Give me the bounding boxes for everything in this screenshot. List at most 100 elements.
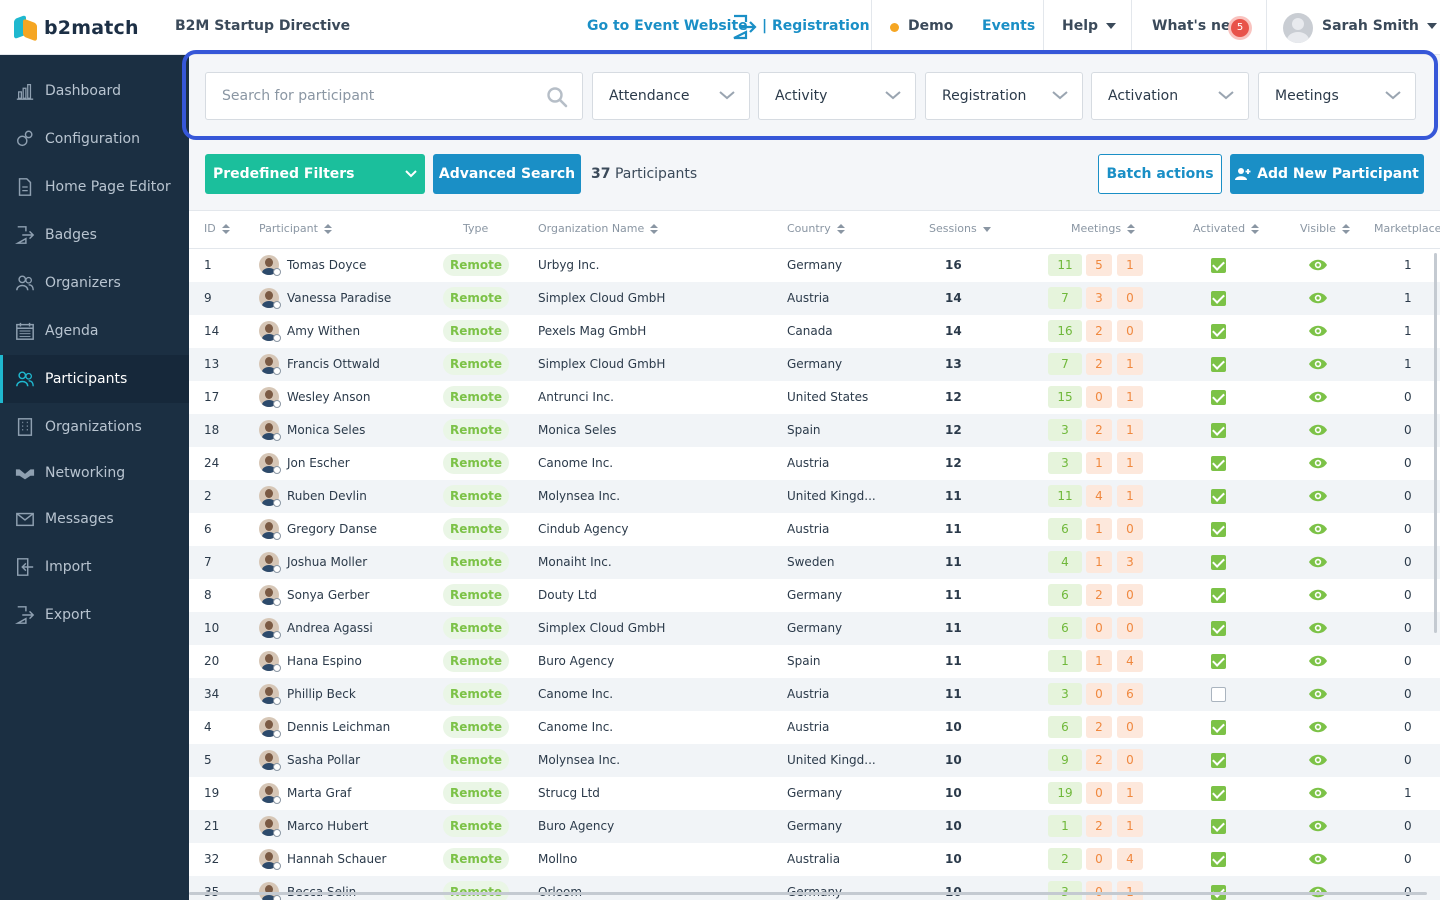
table-row[interactable]: 21 Marco Hubert Remote Buro Agency Germany 10… [189, 810, 1440, 843]
visible-eye-icon[interactable] [1308, 522, 1328, 536]
table-row[interactable]: 6 Gregory Danse Remote Cindub Agency Austria… [189, 513, 1440, 546]
activated-checkbox[interactable] [1211, 522, 1226, 537]
cell-organization[interactable]: Canome Inc. [538, 687, 614, 701]
activated-checkbox[interactable] [1211, 852, 1226, 867]
visible-eye-icon[interactable] [1308, 588, 1328, 602]
column-header-marketplace[interactable]: Marketplace [1374, 222, 1440, 235]
cell-participant-name[interactable]: Hana Espino [287, 654, 362, 668]
meetings-pending-badge[interactable]: 2 [1086, 716, 1112, 738]
meetings-declined-badge[interactable]: 0 [1117, 287, 1143, 309]
predefined-filters-select[interactable]: Predefined Filters [205, 154, 425, 194]
table-row[interactable]: 32 Hannah Schauer Remote Mollno Australia 10 2… [189, 843, 1440, 876]
user-avatar[interactable] [1283, 13, 1313, 43]
activated-checkbox[interactable] [1211, 621, 1226, 636]
visible-eye-icon[interactable] [1308, 555, 1328, 569]
meetings-pending-badge[interactable]: 3 [1086, 287, 1112, 309]
meetings-pending-badge[interactable]: 1 [1086, 518, 1112, 540]
cell-participant-name[interactable]: Amy Withen [287, 324, 361, 338]
events-link[interactable]: Events [982, 18, 1036, 34]
meetings-accepted-badge[interactable]: 3 [1048, 881, 1082, 900]
meetings-pending-badge[interactable]: 2 [1086, 353, 1112, 375]
cell-participant-name[interactable]: Gregory Danse [287, 522, 377, 536]
table-row[interactable]: 8 Sonya Gerber Remote Douty Ltd Germany 11 6 2 0… [189, 579, 1440, 612]
meetings-declined-badge[interactable]: 1 [1117, 353, 1143, 375]
cell-organization[interactable]: Douty Ltd [538, 588, 597, 602]
cell-participant-name[interactable]: Andrea Agassi [287, 621, 373, 635]
activated-checkbox[interactable] [1211, 489, 1226, 504]
demo-label[interactable]: Demo [908, 18, 954, 34]
table-row[interactable]: 14 Amy Withen Remote Pexels Mag GmbH Canada 1… [189, 315, 1440, 348]
help-menu[interactable]: Help [1062, 18, 1117, 34]
sidebar-item-home-page-editor[interactable]: Home Page Editor [0, 163, 189, 211]
cell-organization[interactable]: Buro Agency [538, 819, 615, 833]
meetings-pending-badge[interactable]: 1 [1086, 452, 1112, 474]
activated-checkbox[interactable] [1211, 423, 1226, 438]
cell-organization[interactable]: Strucg Ltd [538, 786, 600, 800]
visible-eye-icon[interactable] [1308, 489, 1328, 503]
table-row[interactable]: 7 Joshua Moller Remote Monaiht Inc. Sweden 11… [189, 546, 1440, 579]
meetings-pending-badge[interactable]: 1 [1086, 551, 1112, 573]
meetings-pending-badge[interactable]: 5 [1086, 254, 1112, 276]
sidebar-item-badges[interactable]: Badges [0, 211, 189, 259]
meetings-pending-badge[interactable]: 2 [1086, 584, 1112, 606]
brand-logo[interactable]: b2match [14, 14, 139, 42]
meetings-declined-badge[interactable]: 0 [1117, 584, 1143, 606]
meetings-accepted-badge[interactable]: 1 [1048, 650, 1082, 672]
cell-organization[interactable]: Mollno [538, 852, 578, 866]
sidebar-item-messages[interactable]: Messages [0, 495, 189, 543]
cell-organization[interactable]: Antrunci Inc. [538, 390, 614, 404]
table-row[interactable]: 18 Monica Seles Remote Monica Seles Spain 12 3… [189, 414, 1440, 447]
meetings-pending-badge[interactable]: 2 [1086, 815, 1112, 837]
whats-new-link[interactable]: What's new [1152, 18, 1244, 34]
cell-organization[interactable]: Simplex Cloud GmbH [538, 621, 666, 635]
cell-organization[interactable]: Canome Inc. [538, 720, 614, 734]
activated-checkbox[interactable] [1211, 390, 1226, 405]
activated-checkbox[interactable] [1211, 258, 1226, 273]
meetings-accepted-badge[interactable]: 7 [1048, 353, 1082, 375]
meetings-pending-badge[interactable]: 0 [1086, 782, 1112, 804]
sidebar-item-import[interactable]: Import [0, 543, 189, 591]
activated-checkbox[interactable] [1211, 456, 1226, 471]
sidebar-item-networking[interactable]: Networking [0, 449, 189, 497]
meetings-accepted-badge[interactable]: 9 [1048, 749, 1082, 771]
meetings-pending-badge[interactable]: 1 [1086, 650, 1112, 672]
meetings-pending-badge[interactable]: 0 [1086, 386, 1112, 408]
visible-eye-icon[interactable] [1308, 720, 1328, 734]
visible-eye-icon[interactable] [1308, 786, 1328, 800]
activated-checkbox[interactable] [1211, 687, 1226, 702]
cell-organization[interactable]: Monica Seles [538, 423, 617, 437]
meetings-accepted-badge[interactable]: 7 [1048, 287, 1082, 309]
notification-badge[interactable]: 5 [1231, 19, 1249, 37]
meetings-accepted-badge[interactable]: 6 [1048, 518, 1082, 540]
meetings-declined-badge[interactable]: 1 [1117, 485, 1143, 507]
meetings-declined-badge[interactable]: 1 [1117, 452, 1143, 474]
sidebar-item-agenda[interactable]: Agenda [0, 307, 189, 355]
column-header-organization[interactable]: Organization Name [538, 222, 659, 235]
sidebar-item-configuration[interactable]: Configuration [0, 115, 189, 163]
activated-checkbox[interactable] [1211, 324, 1226, 339]
column-header-id[interactable]: ID [204, 222, 230, 235]
sidebar-item-organizers[interactable]: Organizers [0, 259, 189, 307]
meetings-declined-badge[interactable]: 0 [1117, 716, 1143, 738]
visible-eye-icon[interactable] [1308, 852, 1328, 866]
visible-eye-icon[interactable] [1308, 654, 1328, 668]
vertical-scrollbar[interactable] [1434, 253, 1437, 633]
table-row[interactable]: 9 Vanessa Paradise Remote Simplex Cloud Gmb… [189, 282, 1440, 315]
meetings-pending-badge[interactable]: 2 [1086, 419, 1112, 441]
table-row[interactable]: 24 Jon Escher Remote Canome Inc. Austria 12 3 1… [189, 447, 1440, 480]
column-header-country[interactable]: Country [787, 222, 845, 235]
meetings-pending-badge[interactable]: 4 [1086, 485, 1112, 507]
meetings-declined-badge[interactable]: 4 [1117, 848, 1143, 870]
table-row[interactable]: 17 Wesley Anson Remote Antrunci Inc. United … [189, 381, 1440, 414]
meetings-declined-badge[interactable]: 6 [1117, 683, 1143, 705]
batch-actions-button[interactable]: Batch actions [1098, 154, 1222, 194]
meetings-accepted-badge[interactable]: 1 [1048, 815, 1082, 837]
visible-eye-icon[interactable] [1308, 324, 1328, 338]
sidebar-item-participants[interactable]: Participants [0, 355, 189, 403]
column-header-sessions[interactable]: Sessions [929, 222, 991, 235]
cell-participant-name[interactable]: Ruben Devlin [287, 489, 367, 503]
registration-link[interactable]: | Registration [762, 18, 870, 34]
cell-organization[interactable]: Pexels Mag GmbH [538, 324, 647, 338]
cell-participant-name[interactable]: Vanessa Paradise [287, 291, 392, 305]
table-row[interactable]: 34 Phillip Beck Remote Canome Inc. Austria 11… [189, 678, 1440, 711]
